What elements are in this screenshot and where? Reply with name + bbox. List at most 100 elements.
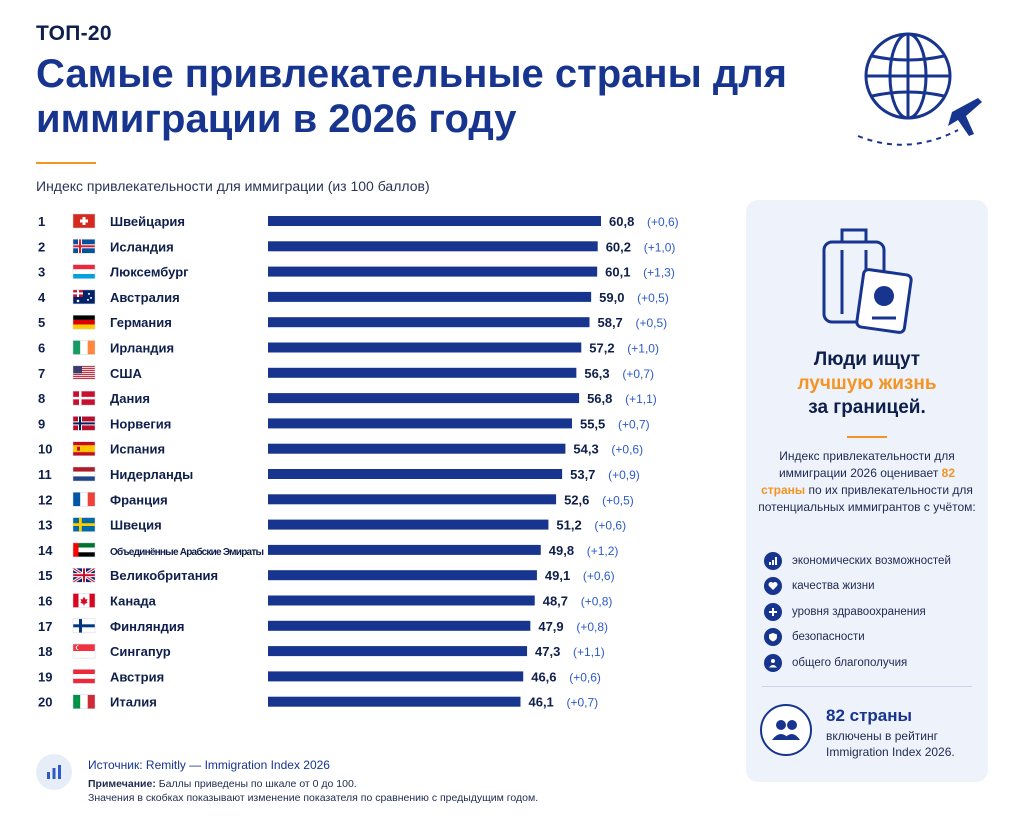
rank-label: 4 [38, 290, 46, 305]
chart-row: 1 Швейцария 60,8 (+0,6) [38, 213, 679, 229]
chart-row: 2 Исландия 60,2 (+1,0) [38, 239, 675, 254]
value-label: 48,7 [543, 594, 568, 609]
chart-row: 14 Объединённые Арабские Эмираты 49,8 (+1,2… [38, 542, 619, 558]
page-title: Самые привлекательные страны для иммигра… [36, 52, 787, 141]
chart-row: 7 США 56,3 (+0,7) [38, 365, 654, 381]
change-label: (+0,9) [608, 468, 640, 482]
country-label: США [110, 366, 142, 381]
us-flag-icon [72, 365, 96, 381]
value-label: 46,1 [528, 695, 553, 710]
heart-icon [764, 577, 782, 596]
chart-row: 6 Ирландия 57,2 (+1,0) [38, 340, 659, 356]
country-label: Швейцария [110, 214, 185, 229]
bar [268, 317, 590, 328]
country-label: Австрия [110, 669, 164, 684]
countries-note: включены в рейтинг Immigration Index 202… [826, 729, 955, 759]
country-label: Австралия [110, 290, 180, 305]
value-label: 60,8 [609, 214, 634, 229]
country-label: Швеция [110, 518, 162, 533]
country-label: Канада [110, 594, 157, 609]
bar [268, 291, 592, 302]
ca-flag-icon [72, 593, 96, 608]
top-label: ТОП-20 [36, 22, 112, 45]
country-label: Исландия [110, 239, 174, 254]
country-label: Италия [110, 695, 157, 710]
rank-label: 18 [38, 644, 52, 659]
nl-flag-icon [72, 466, 96, 482]
person-icon [764, 653, 782, 672]
chart-icon [764, 551, 782, 570]
bar [268, 519, 549, 530]
shield-icon [764, 628, 782, 647]
au-flag-icon [72, 289, 96, 305]
rank-label: 19 [38, 669, 52, 684]
rank-label: 14 [38, 543, 53, 558]
value-label: 60,2 [606, 239, 631, 254]
value-label: 53,7 [570, 467, 595, 482]
value-label: 58,7 [597, 315, 622, 330]
country-label: Дания [110, 391, 150, 406]
country-label: Франция [110, 492, 168, 507]
country-label: Германия [110, 315, 172, 330]
ch-flag-icon [72, 213, 96, 229]
chart-row: 16 Канада 48,7 (+0,8) [38, 593, 613, 609]
chart-row: 9 Норвегия 55,5 (+0,7) [38, 416, 650, 431]
sg-flag-icon [72, 643, 96, 659]
at-flag-icon [72, 669, 96, 684]
change-label: (+0,7) [622, 367, 654, 381]
gb-flag-icon [72, 566, 96, 584]
panel-description: Индекс привлекательности для иммиграции … [758, 449, 976, 514]
bar [268, 620, 531, 631]
chart-row: 18 Сингапур 47,3 (+1,1) [38, 643, 605, 659]
ranking-chart: 1 Швейцария 60,8 (+0,6) 2 Исландия 60,2 (+1,0) 3… [38, 213, 679, 710]
rank-label: 13 [38, 518, 52, 533]
rank-label: 20 [38, 695, 52, 710]
chart-row: 20 Италия 46,1 (+0,7) [38, 694, 598, 710]
rank-label: 10 [38, 442, 52, 457]
chart-subtitle: Индекс привлекательности для иммиграции … [36, 178, 430, 194]
value-label: 47,9 [538, 619, 563, 634]
value-label: 52,6 [564, 492, 589, 507]
rank-label: 7 [38, 366, 45, 381]
countries-count: 82 страны [826, 706, 913, 725]
change-label: (+1,2) [587, 544, 619, 558]
bar [268, 418, 572, 429]
change-label: (+0,6) [647, 215, 679, 229]
chart-row: 12 Франция 52,6 (+0,5) [38, 492, 634, 507]
info-panel: Люди ищут лучшую жизнь за границей. Инде… [746, 200, 988, 782]
note-text: Примечание: Баллы приведены по шкале от … [88, 778, 357, 790]
bar [268, 544, 541, 555]
country-label: Великобритания [110, 568, 218, 583]
rank-label: 2 [38, 239, 45, 254]
de-flag-icon [72, 314, 96, 330]
panel-headline: Люди ищут лучшую жизнь за границей. [797, 349, 937, 418]
bar [268, 696, 521, 707]
bar [268, 241, 598, 252]
chart-row: 15 Великобритания 49,1 (+0,6) [38, 566, 615, 584]
country-label: Нидерланды [110, 467, 193, 482]
chart-row: 11 Нидерланды 53,7 (+0,9) [38, 466, 640, 482]
globe-plane-icon [857, 32, 982, 146]
change-label: (+1,0) [627, 342, 659, 356]
fi-flag-icon [72, 618, 96, 634]
note-text-2: Значения в скобках показывают изменение … [88, 792, 539, 804]
title-underline [36, 162, 96, 164]
chart-row: 17 Финляндия 47,9 (+0,8) [38, 618, 608, 634]
rank-label: 15 [38, 568, 52, 583]
panel-rule [847, 436, 887, 438]
country-label: Норвегия [110, 416, 171, 431]
bar [268, 367, 577, 378]
suitcase-passport-icon [822, 228, 913, 334]
country-label: Испания [110, 442, 165, 457]
change-label: (+0,6) [569, 670, 601, 684]
change-label: (+0,5) [602, 493, 634, 507]
factor-item: уровня здравоохранения [764, 599, 974, 625]
bar [268, 342, 582, 353]
value-label: 49,1 [545, 568, 570, 583]
value-label: 56,8 [587, 391, 612, 406]
change-label: (+0,8) [581, 595, 613, 609]
medical-cross-icon [764, 602, 782, 621]
fr-flag-icon [72, 492, 96, 507]
rank-label: 1 [38, 214, 45, 229]
value-label: 59,0 [599, 290, 624, 305]
